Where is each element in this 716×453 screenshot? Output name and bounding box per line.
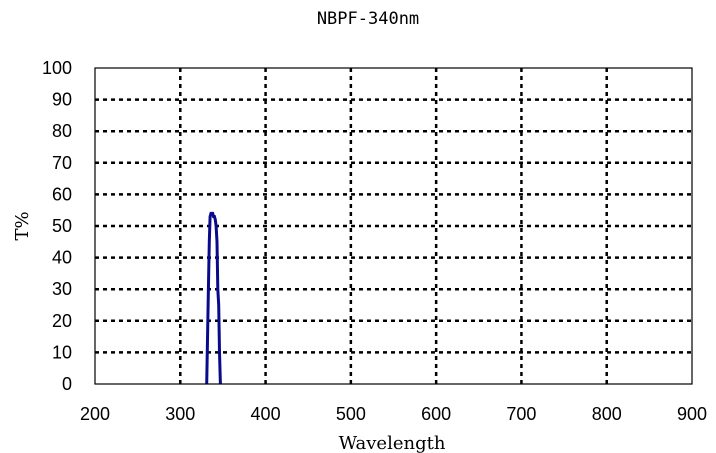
y-tick-label-20: 20 [52,311,72,331]
series-line-0 [205,211,222,385]
x-tick-label-500: 500 [336,404,366,424]
chart-title: NBPF-340nm [317,9,419,29]
y-tick-label-90: 90 [52,90,72,110]
x-tick-label-200: 200 [80,404,110,424]
grid [95,68,692,384]
y-tick-label-10: 10 [52,342,72,362]
x-tick-label-900: 900 [677,404,707,424]
y-tick-label-70: 70 [52,153,72,173]
y-tick-label-0: 0 [62,374,72,394]
x-axis-ticks: 200 300 400 500 600 700 800 900 [80,404,707,424]
x-tick-label-400: 400 [251,404,281,424]
y-tick-label-60: 60 [52,184,72,204]
y-tick-label-50: 50 [52,216,72,236]
x-tick-label-700: 700 [506,404,536,424]
x-tick-label-300: 300 [165,404,195,424]
y-tick-label-40: 40 [52,248,72,268]
y-axis-ticks: 0 10 20 30 40 50 60 70 80 90 100 [42,58,72,394]
y-tick-label-80: 80 [52,121,72,141]
x-tick-label-800: 800 [592,404,622,424]
x-axis-label: Wavelength [339,433,446,453]
x-tick-label-600: 600 [421,404,451,424]
y-tick-label-100: 100 [42,58,72,78]
plot-frame [94,67,693,385]
y-tick-label-30: 30 [52,279,72,299]
plot-area [205,211,222,385]
y-axis-label: T% [12,211,33,240]
